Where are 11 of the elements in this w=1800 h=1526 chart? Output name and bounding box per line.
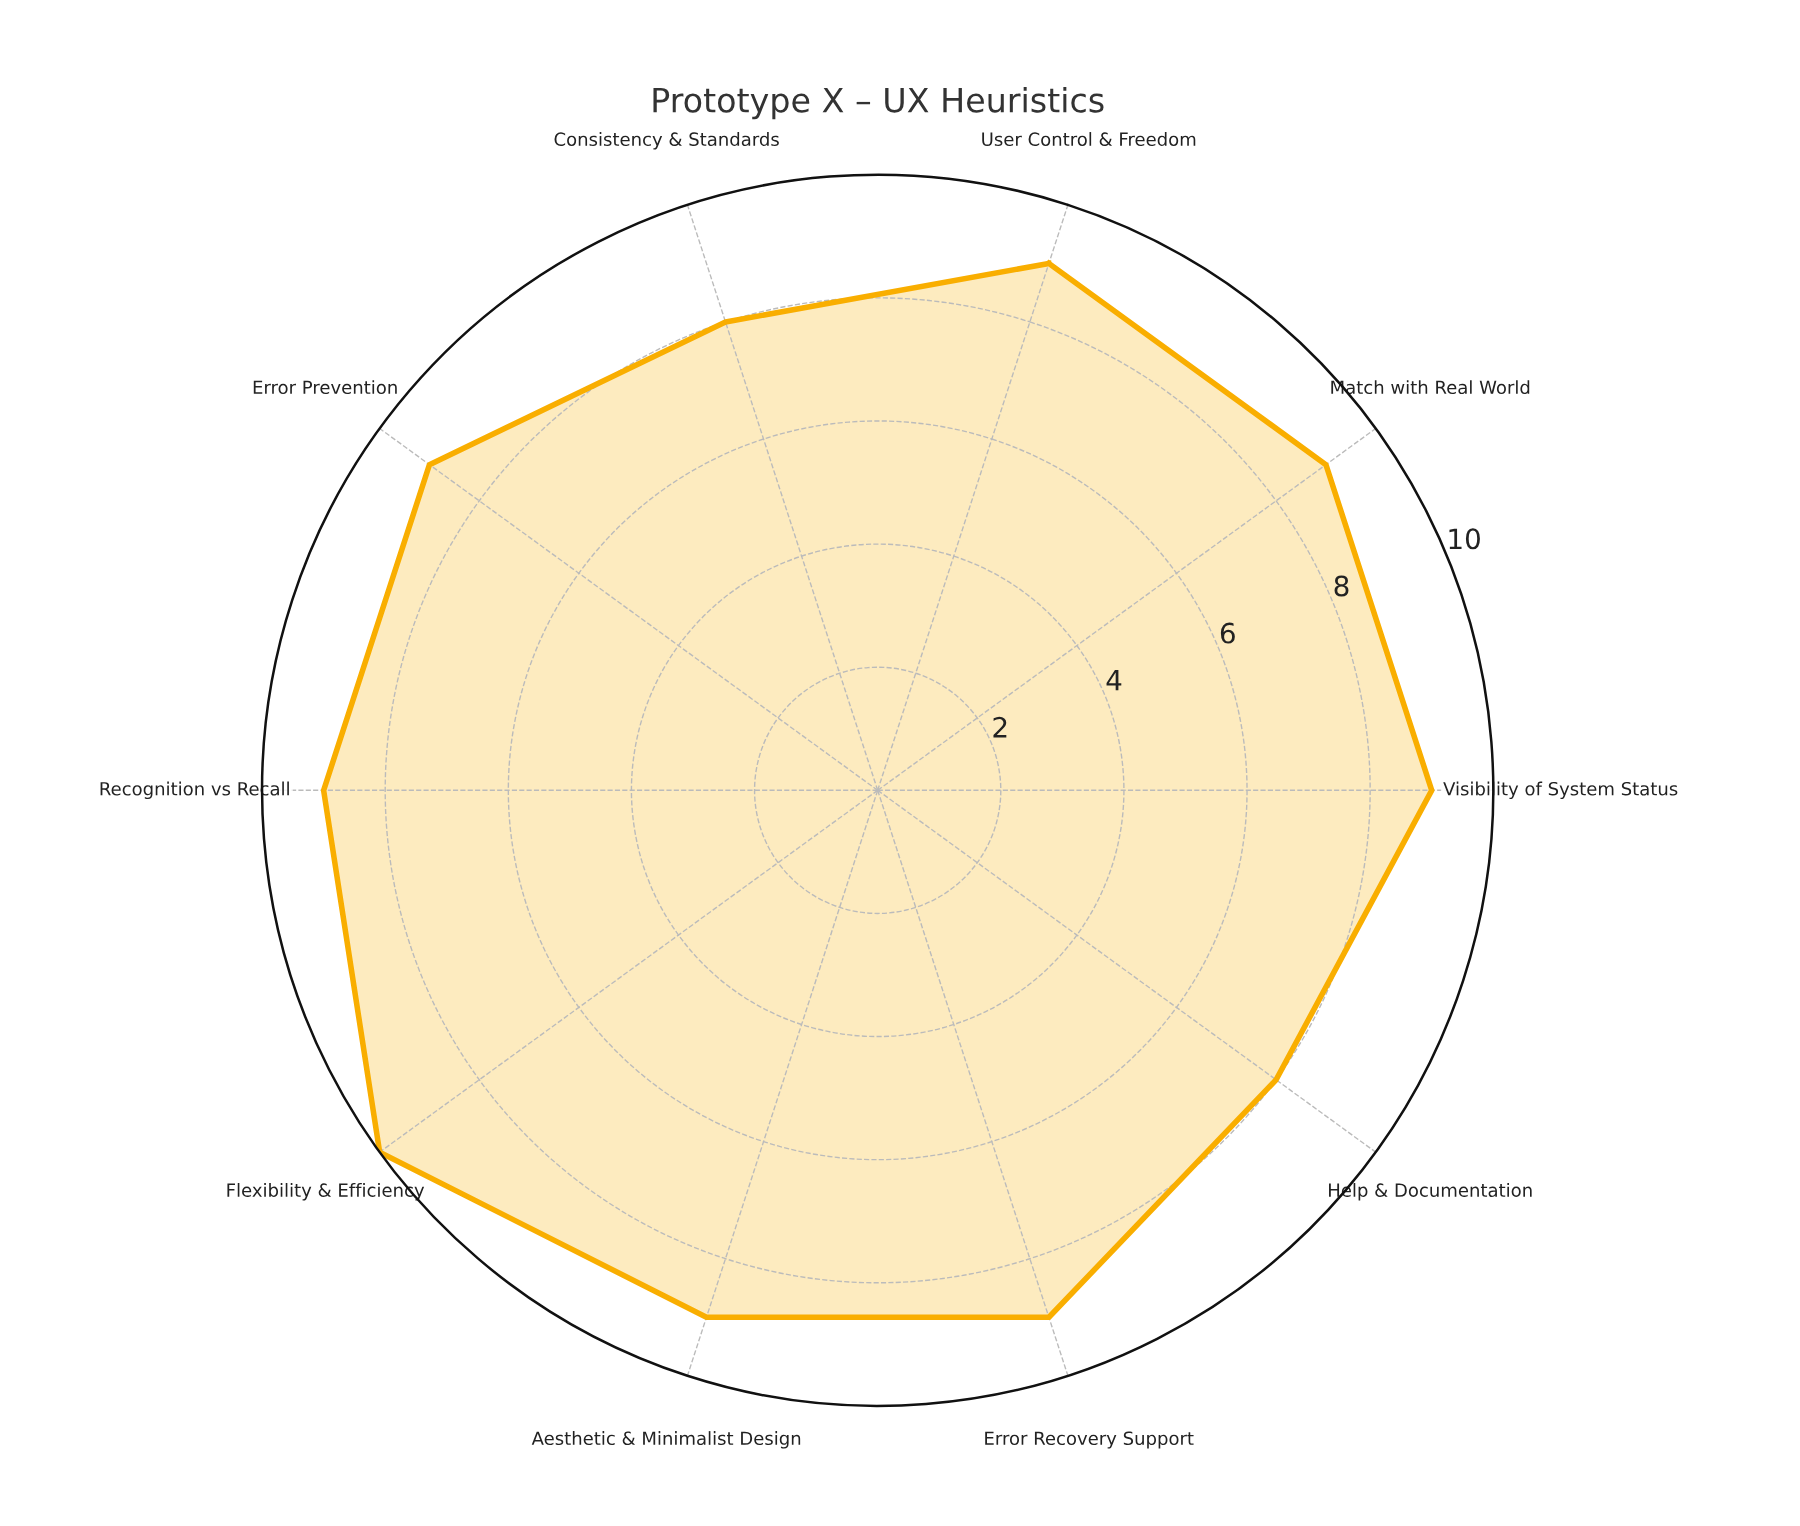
y-tick-label: 2 (993, 716, 1007, 738)
spoke-label: User Control & Freedom (982, 132, 1196, 147)
spoke-label: Aesthetic & Minimalist Design (531, 1431, 801, 1449)
spoke-label: Consistency & Standards (554, 132, 779, 150)
y-tick-label: 10 (1449, 528, 1480, 550)
spoke-label: Error Prevention (253, 380, 397, 395)
y-tick-label: 8 (1334, 575, 1349, 597)
y-tick-label: 4 (1106, 670, 1122, 691)
y-tick-label: 6 (1220, 622, 1235, 644)
spoke-label: Error Recovery Support (985, 1431, 1194, 1449)
chart-title: Prototype X – UX Heuristics (653, 86, 1104, 120)
